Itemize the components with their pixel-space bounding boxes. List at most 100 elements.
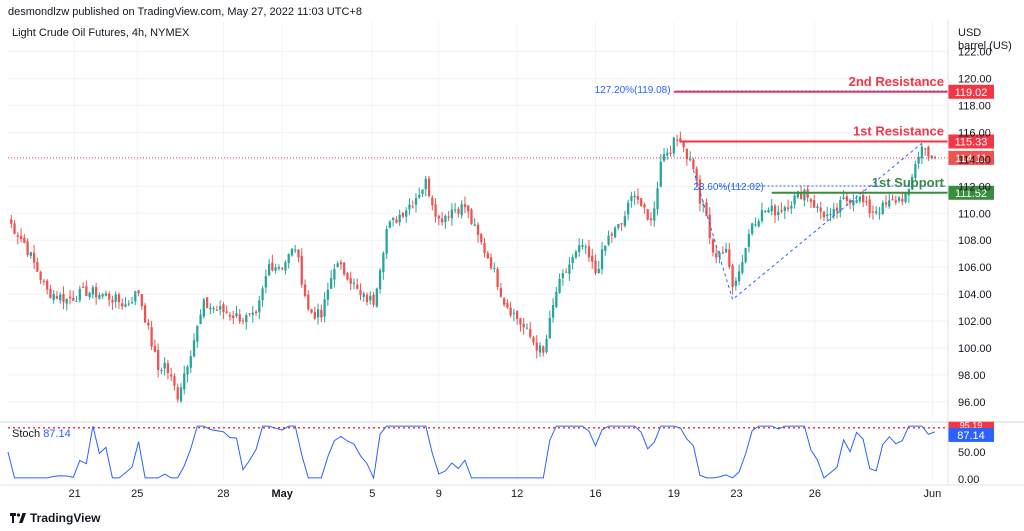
candle-body <box>525 327 529 329</box>
candle-body <box>780 210 783 212</box>
candle-body <box>548 318 551 339</box>
candle-body <box>535 342 538 351</box>
x-tick-label: Jun <box>923 488 941 500</box>
x-tick-label: May <box>271 488 293 500</box>
y-tick-label: 118.00 <box>958 101 991 113</box>
tradingview-logo[interactable]: TradingView <box>10 511 100 525</box>
candle-body <box>166 363 170 374</box>
candle-body <box>72 297 75 301</box>
x-tick-label: 23 <box>730 488 742 500</box>
candle-body <box>450 209 454 219</box>
candle-body <box>760 210 764 222</box>
candle-body <box>509 307 512 316</box>
candle-body <box>189 356 192 368</box>
candle-body <box>747 234 751 247</box>
candle-body <box>42 280 46 282</box>
candle-body <box>202 299 205 317</box>
candle-body <box>388 221 392 228</box>
price-axis: 96.00 98.00 100.00 102.00 104.00 106.00 108.00… <box>0 20 1024 486</box>
candle-body <box>917 156 920 164</box>
candle-body <box>10 219 13 224</box>
candle-body <box>715 253 718 258</box>
candle-body <box>467 205 470 212</box>
candle-body <box>643 204 646 208</box>
candle-body <box>424 178 427 190</box>
candle-body <box>46 280 49 290</box>
candle-body <box>672 137 675 154</box>
candle-body <box>904 193 907 203</box>
candle-body <box>516 311 519 320</box>
candle-body <box>186 366 189 375</box>
candle-body <box>499 287 502 297</box>
candle-body <box>26 241 29 255</box>
candle-body <box>842 197 845 199</box>
chart-grid <box>0 22 1024 480</box>
candle-body <box>75 300 78 302</box>
candle-body <box>891 199 894 201</box>
published-header: desmondlzw published on TradingView.com,… <box>8 6 362 18</box>
candle-body <box>502 298 506 305</box>
candle-body <box>695 168 698 181</box>
fib-label: 23.60%(112.02) <box>693 182 763 193</box>
level-name: 1st Resistance <box>853 123 944 138</box>
candle-body <box>633 195 636 198</box>
y-tick-label: 102.00 <box>958 316 992 328</box>
candle-body <box>134 291 137 302</box>
candle-body <box>679 138 682 143</box>
candle-body <box>170 374 173 377</box>
candle-body <box>222 304 225 312</box>
candle-body <box>816 206 819 208</box>
candle-body <box>385 228 388 254</box>
candle-body <box>901 198 904 202</box>
candle-body <box>238 314 241 322</box>
candle-body <box>868 199 871 214</box>
candle-body <box>646 209 649 220</box>
chart-overlays: 2nd Resistance 119.02 1st Resistance 115.33… <box>8 74 994 301</box>
candle-body <box>803 189 806 201</box>
candle-body <box>718 252 721 258</box>
candle-body <box>689 158 692 161</box>
x-tick-label: 12 <box>511 488 523 500</box>
candle-body <box>369 295 372 301</box>
last-price-label: 114.11 <box>955 153 987 165</box>
candle-body <box>835 207 839 212</box>
brand-label: TradingView <box>30 511 101 525</box>
candle-body <box>630 196 633 201</box>
candle-body <box>489 257 493 269</box>
stoch-level-label: 95.19 <box>960 421 983 431</box>
candle-body <box>584 246 587 248</box>
candle-body <box>339 262 343 265</box>
level-price-tag <box>948 134 994 149</box>
candle-body <box>796 191 800 198</box>
candle-body <box>486 253 489 259</box>
candle-body <box>378 270 382 289</box>
candle-body <box>460 204 463 216</box>
candle-body <box>271 262 274 271</box>
candle-body <box>421 189 424 194</box>
y-tick-label: 112.00 <box>958 181 991 193</box>
candle-body <box>173 376 176 386</box>
candle-body <box>626 202 630 215</box>
candle-body <box>258 300 261 313</box>
candle-body <box>13 223 16 234</box>
candle-body <box>108 293 111 300</box>
candle-body <box>799 193 803 199</box>
candle-body <box>591 255 594 262</box>
candle-body <box>839 200 842 213</box>
candle-body <box>163 362 166 369</box>
candle-body <box>914 164 917 178</box>
candle-body <box>88 292 91 298</box>
candle-body <box>418 194 421 198</box>
candle-body <box>359 290 362 295</box>
candle-body <box>881 202 884 215</box>
candle-body <box>496 268 499 288</box>
candle-body <box>349 278 352 284</box>
candle-body <box>352 282 356 284</box>
x-tick-label: 9 <box>436 488 442 500</box>
candle-body <box>254 311 258 314</box>
time-axis: 21 25 28 May 5 9 12 16 19 23 26 Jun <box>68 488 941 500</box>
y-tick-label: 106.00 <box>958 262 992 274</box>
candle-body <box>281 268 284 270</box>
candle-body <box>39 271 42 281</box>
